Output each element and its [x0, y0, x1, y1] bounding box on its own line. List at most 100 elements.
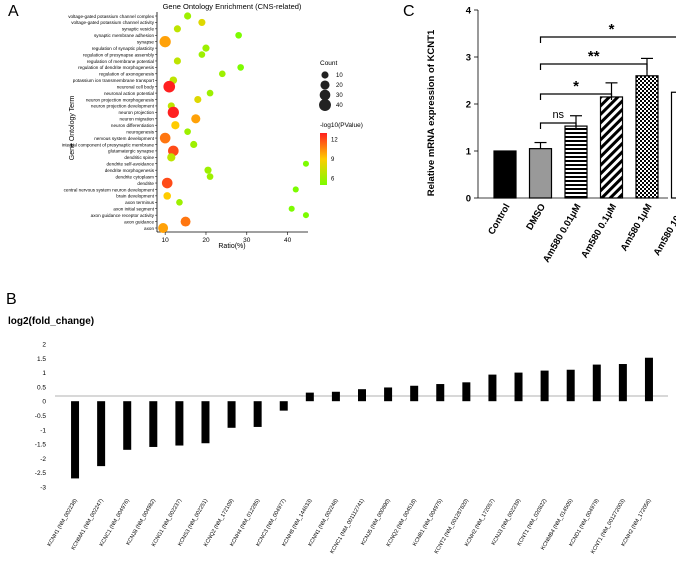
- chart-a-title: Gene Ontology Enrichment (CNS-related): [163, 2, 302, 11]
- term-label: synapse: [137, 39, 155, 44]
- term-point: [167, 106, 179, 119]
- term-label: regulation of synaptic plasticity: [92, 46, 155, 51]
- term-label: synaptic vesicle: [122, 27, 155, 32]
- chart-b-title: log2(fold_change): [8, 316, 94, 327]
- term-point: [302, 160, 309, 167]
- sig-bracket: [539, 63, 648, 70]
- bar: [123, 401, 132, 450]
- bar: [279, 401, 288, 411]
- chart-a-y-label: Gene Ontology Term: [69, 96, 76, 161]
- term-label: neuronal action potential: [104, 91, 154, 96]
- legend-color-label: 6: [331, 177, 335, 183]
- y-tick-label: -0.5: [35, 413, 47, 420]
- term-point: [191, 114, 201, 124]
- x-tick-label: 40: [284, 237, 292, 244]
- bar-label: Am580 1μM: [619, 202, 655, 253]
- term-label: neuron projection development: [91, 104, 155, 109]
- y-tick-label: -3: [40, 485, 46, 492]
- bar-label: KCNS3 (NM_002251): [177, 498, 209, 547]
- bar: [149, 401, 158, 447]
- term-point: [176, 198, 183, 206]
- bar: [592, 364, 601, 402]
- term-label: axon initial segment: [113, 207, 154, 212]
- bar-label: DMSO: [524, 202, 548, 232]
- term-label: synaptic membrane adhesion: [94, 33, 154, 38]
- chart-a-term-labels: voltage-gated potassium channel complexv…: [62, 14, 157, 231]
- bar-label: KCND1 (NM_004979): [568, 498, 600, 548]
- term-label: axon terminus: [125, 200, 155, 205]
- y-tick-label: 3: [466, 53, 471, 64]
- bar: [175, 401, 184, 446]
- term-label: dendritic spine: [124, 155, 154, 160]
- y-tick-label: 2: [466, 100, 471, 111]
- bar-label: KCNJ5 (NM_000890): [360, 498, 392, 547]
- legend-count-dot: [319, 89, 331, 101]
- bar: [462, 382, 471, 402]
- term-point: [194, 95, 202, 104]
- term-label: brain development: [116, 194, 155, 199]
- term-label: dendrite: [137, 181, 154, 186]
- term-label: neuron projection: [119, 110, 155, 115]
- y-tick-label: -1: [40, 427, 46, 434]
- panel-label-b: B: [6, 291, 17, 308]
- y-tick-label: 4: [466, 6, 472, 17]
- term-label: axon guidance: [124, 219, 154, 224]
- bar: [644, 357, 653, 402]
- bar-label: Am580 0.01μM: [541, 202, 584, 265]
- term-label: voltage-gated potassium channel complex: [68, 14, 155, 19]
- sig-label: ns: [552, 109, 564, 121]
- term-point: [218, 70, 226, 78]
- bar: [384, 387, 393, 402]
- legend-count-label: 30: [336, 93, 343, 99]
- y-tick-label: 1: [42, 370, 46, 377]
- legend-count-dot: [319, 99, 331, 111]
- sig-label: *: [609, 21, 615, 38]
- term-point: [204, 166, 212, 174]
- chart-c-y-label: Relative mRNA expression of KCNT1: [426, 29, 437, 196]
- term-point: [159, 36, 171, 48]
- term-label: glutamatergic synapse: [108, 149, 154, 154]
- y-tick-label: 0.5: [37, 384, 46, 391]
- y-tick-label: 0: [42, 399, 46, 406]
- bar: [670, 91, 676, 199]
- x-tick-label: 10: [162, 237, 170, 244]
- term-label: regulation of dendrite morphogenesis: [78, 65, 155, 70]
- term-label: dendrite cytoplasm: [115, 174, 154, 179]
- legend-color-label: 12: [331, 138, 338, 144]
- term-label: regulation of presynapse assembly: [83, 52, 155, 57]
- term-point: [184, 12, 192, 20]
- bar: [566, 369, 575, 402]
- bar-label: KCNH4 (NM_012285): [229, 498, 261, 548]
- sig-bracket: [539, 122, 577, 129]
- term-point: [288, 205, 295, 212]
- panel-b: log2(fold_change) 2 1.5 1 0.5 0 -0.5 -1 -1.5 -2 -…: [8, 316, 668, 555]
- term-point: [173, 57, 181, 65]
- term-point: [171, 121, 180, 130]
- bar: [635, 75, 659, 199]
- legend-color-bar: [320, 133, 327, 185]
- y-tick-label: -2: [40, 456, 46, 463]
- bar-label: KCNC3 (NM_004977): [255, 498, 287, 548]
- legend-count-label: 10: [336, 73, 343, 79]
- term-label: regulation of axonogenesis: [99, 72, 155, 77]
- bar-label: KCNN1 (NM_002248): [308, 498, 340, 548]
- term-label: central nervous system neuron developmen…: [64, 187, 155, 192]
- term-label: regulation of membrane potential: [87, 59, 154, 64]
- panel-label-a: A: [8, 3, 19, 20]
- bar: [201, 401, 210, 444]
- term-point: [206, 173, 214, 180]
- chart-b-bars: [71, 357, 653, 479]
- term-label: voltage-gated potassium channel activity: [71, 20, 154, 25]
- legend-color-title: -log10(PValue): [320, 122, 363, 129]
- sig-label: *: [573, 78, 579, 95]
- bar: [253, 401, 262, 427]
- bar-label: KCNC1 (NM_004976): [99, 498, 131, 548]
- chart-b-y-ticks: 2 1.5 1 0.5 0 -0.5 -1 -1.5 -2 -2.5 -3: [35, 342, 47, 492]
- bar-label: Am580 10μM: [652, 202, 676, 258]
- bar: [71, 401, 80, 479]
- term-label: dendrite morphogenesis: [105, 168, 155, 173]
- term-point: [159, 132, 171, 144]
- legend-count: 10 20 30 40: [319, 71, 343, 111]
